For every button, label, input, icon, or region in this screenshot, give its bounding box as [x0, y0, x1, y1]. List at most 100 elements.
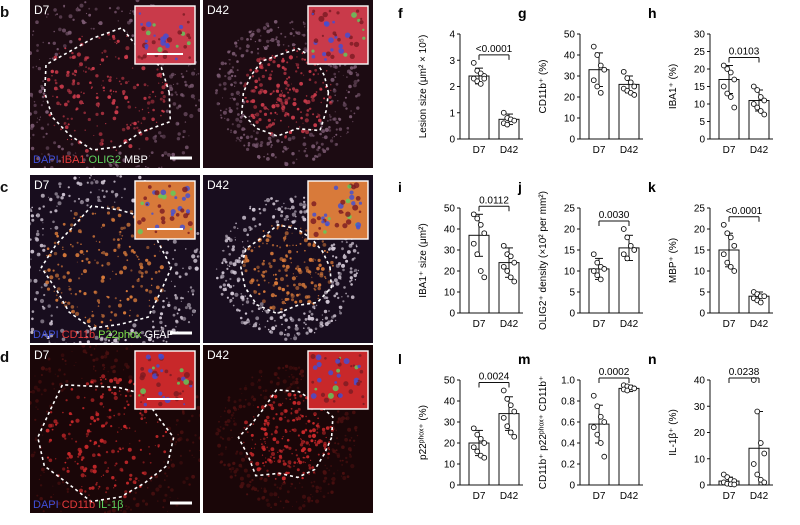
data-point — [501, 388, 506, 393]
data-point — [762, 98, 767, 103]
data-point — [512, 279, 517, 284]
y-tick-label: 3 — [449, 56, 455, 67]
y-tick-label: 25 — [694, 47, 706, 58]
data-point — [508, 430, 513, 435]
data-point — [482, 441, 487, 446]
x-tick-label: D7 — [473, 319, 486, 330]
significance-bracket — [479, 383, 509, 388]
y-tick-label: 0 — [699, 135, 705, 146]
data-point — [591, 393, 596, 398]
y-tick-label: 2 — [449, 82, 455, 93]
stain-label: IBA1 — [62, 154, 86, 166]
data-point — [471, 212, 476, 217]
y-tick-label: 1.0 — [561, 376, 575, 387]
data-point — [471, 445, 476, 450]
timepoint-label: D42 — [207, 348, 229, 362]
panel-letter-b: b — [0, 4, 9, 21]
data-point — [632, 386, 637, 391]
data-point — [471, 426, 476, 431]
stain-label: GFAP — [145, 329, 174, 341]
y-tick-label: 10 — [564, 114, 576, 125]
y-axis-label: CD11b⁺ p22ᵖʰᵒˣ⁺ CD11b⁺ — [538, 376, 549, 490]
data-point — [732, 243, 737, 248]
micrograph-b-d42 — [203, 0, 373, 168]
data-point — [762, 112, 767, 117]
y-tick-label: 5 — [699, 288, 705, 299]
y-tick-label: 10 — [694, 267, 706, 278]
data-point — [595, 260, 600, 265]
y-tick-label: 0 — [569, 481, 575, 492]
y-tick-label: 30 — [444, 418, 456, 429]
y-tick-label: 0.8 — [561, 397, 575, 408]
zoom-inset — [308, 351, 368, 409]
data-point — [598, 63, 603, 68]
p-value-label: 0.0238 — [729, 367, 760, 378]
p-value-label: 0.0103 — [729, 47, 760, 58]
data-point — [758, 441, 763, 446]
significance-bracket — [479, 55, 509, 60]
zoom-inset — [308, 181, 368, 239]
y-axis-label: IBA1⁺ (%) — [668, 64, 679, 109]
data-point — [602, 267, 607, 272]
timepoint-label: D7 — [34, 3, 49, 17]
data-point — [758, 300, 763, 305]
data-point — [598, 414, 603, 419]
data-point — [501, 415, 506, 420]
timepoint-label: D42 — [207, 178, 229, 192]
data-point — [755, 472, 760, 477]
data-point — [591, 78, 596, 83]
y-tick-label: 40 — [694, 376, 706, 387]
y-tick-label: 30 — [564, 72, 576, 83]
zoom-inset — [135, 351, 195, 409]
y-tick-label: 20 — [694, 428, 706, 439]
y-tick-label: 20 — [444, 439, 456, 450]
data-point — [721, 222, 726, 227]
stain-label: DAPI — [33, 499, 59, 511]
data-point — [725, 231, 730, 236]
data-point — [621, 252, 626, 257]
data-point — [632, 248, 637, 253]
y-tick-label: 0.2 — [561, 460, 575, 471]
data-point — [751, 462, 756, 467]
data-point — [721, 252, 726, 257]
y-axis-label: IL-1β⁺ (%) — [668, 409, 679, 456]
data-point — [732, 482, 737, 487]
data-point — [732, 77, 737, 82]
panel-letter-k: k — [648, 179, 656, 195]
data-point — [621, 69, 626, 74]
x-tick-label: D7 — [593, 145, 606, 156]
x-tick-label: D42 — [750, 145, 769, 156]
stain-label: DAPI — [33, 329, 59, 341]
timepoint-label: D7 — [34, 348, 49, 362]
data-point — [728, 70, 733, 75]
y-tick-label: 50 — [444, 376, 456, 387]
y-tick-label: 20 — [564, 93, 576, 104]
panel-letter-j: j — [517, 179, 522, 195]
data-point — [512, 409, 517, 414]
y-tick-label: 15 — [564, 246, 576, 257]
data-point — [471, 60, 476, 65]
zoom-inset — [135, 181, 195, 239]
x-tick-label: D7 — [473, 145, 486, 156]
data-point — [482, 455, 487, 460]
x-tick-label: D7 — [593, 319, 606, 330]
data-point — [591, 44, 596, 49]
stain-label: DAPI — [33, 154, 59, 166]
x-tick-label: D42 — [750, 491, 769, 502]
p-value-label: 0.0112 — [479, 195, 509, 206]
data-point — [632, 93, 637, 98]
timepoint-label: D42 — [207, 3, 229, 17]
y-tick-label: 25 — [694, 204, 706, 215]
stain-label: CD11b — [62, 329, 95, 341]
data-point — [508, 403, 513, 408]
data-point — [602, 420, 607, 425]
y-axis-label: OLIG2⁺ density (×10² per mm²) — [538, 191, 549, 330]
significance-bracket — [729, 217, 759, 222]
data-point — [728, 264, 733, 269]
